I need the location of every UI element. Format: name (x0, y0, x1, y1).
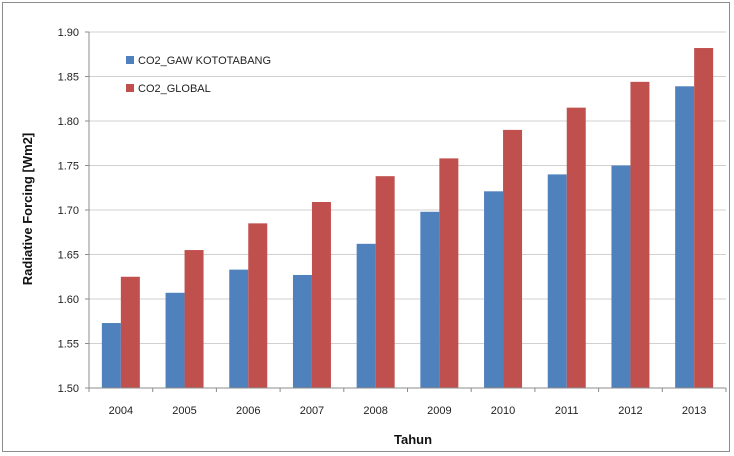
y-tick-label: 1.90 (58, 27, 79, 39)
legend-swatch-gaw (126, 56, 134, 64)
x-tick-label: 2007 (300, 405, 324, 417)
bar-global-2008 (375, 176, 395, 388)
axes (85, 31, 727, 392)
y-tick-label: 1.60 (58, 294, 79, 306)
y-tick-label: 1.75 (58, 161, 79, 173)
bar-gaw-2005 (165, 292, 185, 388)
bar-global-2007 (311, 201, 331, 388)
bar-gaw-2010 (484, 191, 504, 388)
x-tick-label: 2006 (236, 405, 260, 417)
bar-gaw-2008 (356, 243, 376, 388)
y-tick-label: 1.65 (58, 250, 79, 262)
bar-global-2006 (248, 223, 268, 388)
bar-gaw-2006 (229, 269, 249, 388)
y-tick-label: 1.80 (58, 116, 79, 128)
legend-label-gaw: CO2_GAW KOTOTABANG (138, 55, 271, 67)
bar-gaw-2007 (292, 274, 312, 388)
y-axis-title: Radiative Forcing [Wm2] (20, 133, 35, 285)
y-tick-label: 1.70 (58, 205, 79, 217)
y-tick-labels: 1.50 1.55 1.60 1.65 1.70 1.75 1.80 1.85 1.90 (58, 27, 79, 395)
x-tick-label: 2010 (491, 405, 515, 417)
y-tick-label: 1.55 (58, 339, 79, 351)
x-tick-label: 2011 (555, 405, 579, 417)
x-tick-label: 2004 (109, 405, 133, 417)
bar-global-2004 (120, 276, 140, 388)
bar-global-2012 (630, 81, 650, 388)
bar-gaw-2011 (547, 174, 567, 388)
bar-gaw-2004 (101, 323, 121, 388)
x-tick-labels: 2004 2005 2006 2007 2008 2009 2010 2011 2012 2013 (109, 405, 707, 417)
legend-swatch-global (126, 84, 134, 92)
bar-global-2013 (694, 48, 714, 389)
bar-gaw-2013 (675, 86, 695, 388)
bar-global-2011 (566, 107, 586, 389)
x-tick-label: 2008 (363, 405, 387, 417)
x-tick-label: 2013 (682, 405, 706, 417)
bar-gaw-2009 (420, 211, 440, 388)
bar-global-2009 (439, 158, 459, 388)
bar-global-2005 (184, 250, 204, 388)
x-axis-title: Tahun (394, 432, 432, 447)
x-tick-label: 2012 (618, 405, 642, 417)
y-tick-label: 1.50 (58, 383, 79, 395)
legend: CO2_GAW KOTOTABANG CO2_GLOBAL (126, 55, 271, 95)
bar-global-2010 (503, 129, 523, 388)
x-tick-label: 2005 (172, 405, 196, 417)
bar-gaw-2012 (611, 165, 631, 388)
bars (101, 48, 714, 389)
x-tick-label: 2009 (427, 405, 451, 417)
legend-label-global: CO2_GLOBAL (138, 83, 211, 95)
y-tick-label: 1.85 (58, 72, 79, 84)
